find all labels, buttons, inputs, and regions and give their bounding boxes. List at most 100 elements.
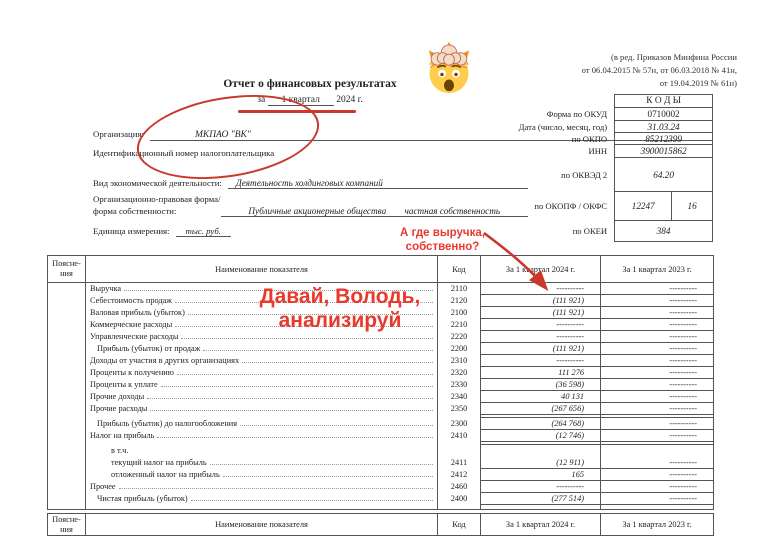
header-name: Наименование показателя [85, 255, 438, 283]
row-value-2023: ---------- [600, 402, 714, 415]
analyze-note: Давай, Володь, анализируй [238, 285, 442, 333]
dot-leader [176, 373, 433, 375]
dot-leader [203, 349, 433, 351]
table-row: Проценты к получению 2320 111 276 ------… [47, 366, 714, 379]
inn-caption: Идентификационный номер налогоплательщик… [93, 148, 275, 158]
legal-form-label: Организационно-правовая форма/ форма соб… [93, 194, 221, 217]
row-value-2023: ---------- [600, 294, 714, 307]
table-header-row: Поясне- ния Наименование показателя Код … [47, 513, 714, 536]
codes-row: по ОКЕИ 384 [455, 220, 713, 242]
codes-row: по ОКПО 85212399 [455, 132, 713, 145]
row-code: 2411 [437, 456, 481, 469]
row-code: 2320 [437, 366, 481, 379]
dot-leader [240, 424, 433, 426]
row-value-2024: (12 911) [480, 456, 601, 469]
dot-leader [175, 325, 433, 327]
dot-leader [157, 436, 433, 438]
table-row: Прочее 2460 ---------- ---------- [47, 480, 714, 493]
table-row: Прочие расходы 2350 (267 656) ---------- [47, 402, 714, 415]
row-name-cell: Себестоимость продаж [86, 295, 438, 307]
row-value-2024: ---------- [480, 480, 601, 493]
legal-form-value: Публичные акционерные общества [248, 206, 387, 216]
row-name: Налог на прибыль [90, 431, 155, 440]
report-table-continuation: Поясне- ния Наименование показателя Код … [47, 513, 714, 536]
amendment-line: от 19.04.2019 № 61н) [659, 78, 737, 88]
dot-leader [160, 385, 433, 387]
row-name: Прочие расходы [90, 404, 148, 413]
okfs-value: 16 [671, 192, 712, 220]
row-name: Себестоимость продаж [90, 296, 173, 305]
row-notes-cell [47, 390, 86, 403]
red-underline-annotation [238, 110, 356, 113]
codes-row: Дата (число, месяц, год) 31.03.24 [455, 120, 713, 133]
codes-header-spacer [455, 95, 615, 108]
dot-leader [181, 337, 433, 339]
organization-line: Организация: МКПАО "ВК" [93, 129, 712, 141]
codes-row-value: 0710002 [614, 107, 713, 121]
row-value-2024: 111 276 [480, 366, 601, 379]
row-name-cell: Коммерческие расходы [86, 319, 438, 331]
row-value-2023: ---------- [600, 354, 714, 367]
report-period: за 1 квартал 2024 г. [155, 95, 465, 106]
report-title-block: Отчет о финансовых результатах за 1 квар… [155, 78, 465, 106]
row-code: 2400 [437, 492, 481, 505]
row-code: 2412 [437, 468, 481, 481]
row-value-2023: ---------- [600, 282, 714, 295]
row-name-cell: Выручка [86, 283, 438, 295]
row-value-2023: ---------- [600, 366, 714, 379]
amendment-note: (в ред. Приказов Минфина России от 06.04… [582, 51, 737, 90]
row-notes-cell [47, 468, 86, 481]
report-table: Поясне- ния Наименование показателя Код … [47, 255, 714, 510]
row-code: 2350 [437, 402, 481, 415]
row-notes-cell [47, 492, 86, 505]
row-name-cell: Доходы от участия в других организациях [86, 355, 438, 367]
dot-leader [150, 409, 433, 411]
row-name: Управленческие расходы [90, 332, 179, 341]
unit-value: тыс. руб. [175, 226, 231, 237]
row-notes-cell [47, 366, 86, 379]
dot-leader [175, 301, 433, 303]
row-code [437, 444, 481, 457]
codes-panel: К О Д Ы Форма по ОКУД 0710002 Дата (число,… [455, 94, 713, 242]
header-period-2024: За 1 квартал 2024 г. [480, 513, 601, 536]
period-value: 1 квартал [267, 95, 334, 106]
row-name: в т.ч. [111, 446, 129, 455]
row-value-2024: (12 746) [480, 429, 601, 442]
row-value-2024: ---------- [480, 330, 601, 343]
codes-row-label: Форма по ОКУД [546, 109, 608, 119]
codes-row-label: ИНН [588, 146, 608, 156]
dot-leader [124, 289, 433, 291]
codes-row: по ОКОПФ / ОКФС 12247 16 [455, 191, 713, 221]
row-value-2023: ---------- [600, 429, 714, 442]
codes-row-value: 31.03.24 [614, 120, 713, 133]
table-row: отложенный налог на прибыль 2412 165 ---… [47, 468, 714, 481]
dot-leader [190, 499, 433, 501]
table-header-row: Поясне- ния Наименование показателя Код … [47, 255, 714, 283]
organization-value: МКПАО "ВК" [194, 130, 251, 140]
analyze-note-line1: Давай, Володь, [259, 285, 421, 308]
row-name: текущий налог на прибыль [111, 458, 207, 467]
row-name-cell: Прочее [86, 481, 438, 493]
row-code: 2100 [437, 306, 481, 319]
codes-row-label: Дата (число, месяц, год) [518, 121, 608, 132]
codes-row: ИНН 3900015862 [455, 144, 713, 158]
row-name-cell: текущий налог на прибыль [86, 457, 438, 469]
codes-title: К О Д Ы [614, 94, 713, 108]
row-value-2024: (36 598) [480, 378, 601, 391]
row-value-2024: (111 921) [480, 342, 601, 355]
table-row: Управленческие расходы 2220 ---------- -… [47, 330, 714, 343]
row-value-2024: (267 656) [480, 402, 601, 415]
period-year: 2024 г. [336, 95, 363, 105]
table-row: Прибыль (убыток) от продаж 2200 (111 921… [47, 342, 714, 355]
row-name-cell: Налог на прибыль [86, 430, 438, 442]
legal-form-label-line2: форма собственности: [93, 205, 177, 216]
unit-label: Единица измерения: [93, 226, 170, 236]
codes-row-value: 85212399 [614, 132, 713, 145]
codes-row-label: по ОКПО [571, 133, 608, 144]
organization-underline: МКПАО "ВК" [149, 129, 712, 141]
row-notes-cell [47, 480, 86, 493]
row-value-2023: ---------- [600, 456, 714, 469]
row-name-cell: Прочие расходы [86, 403, 438, 415]
row-notes-cell [47, 402, 86, 415]
table-row: Прочие доходы 2340 40 131 ---------- [47, 390, 714, 403]
